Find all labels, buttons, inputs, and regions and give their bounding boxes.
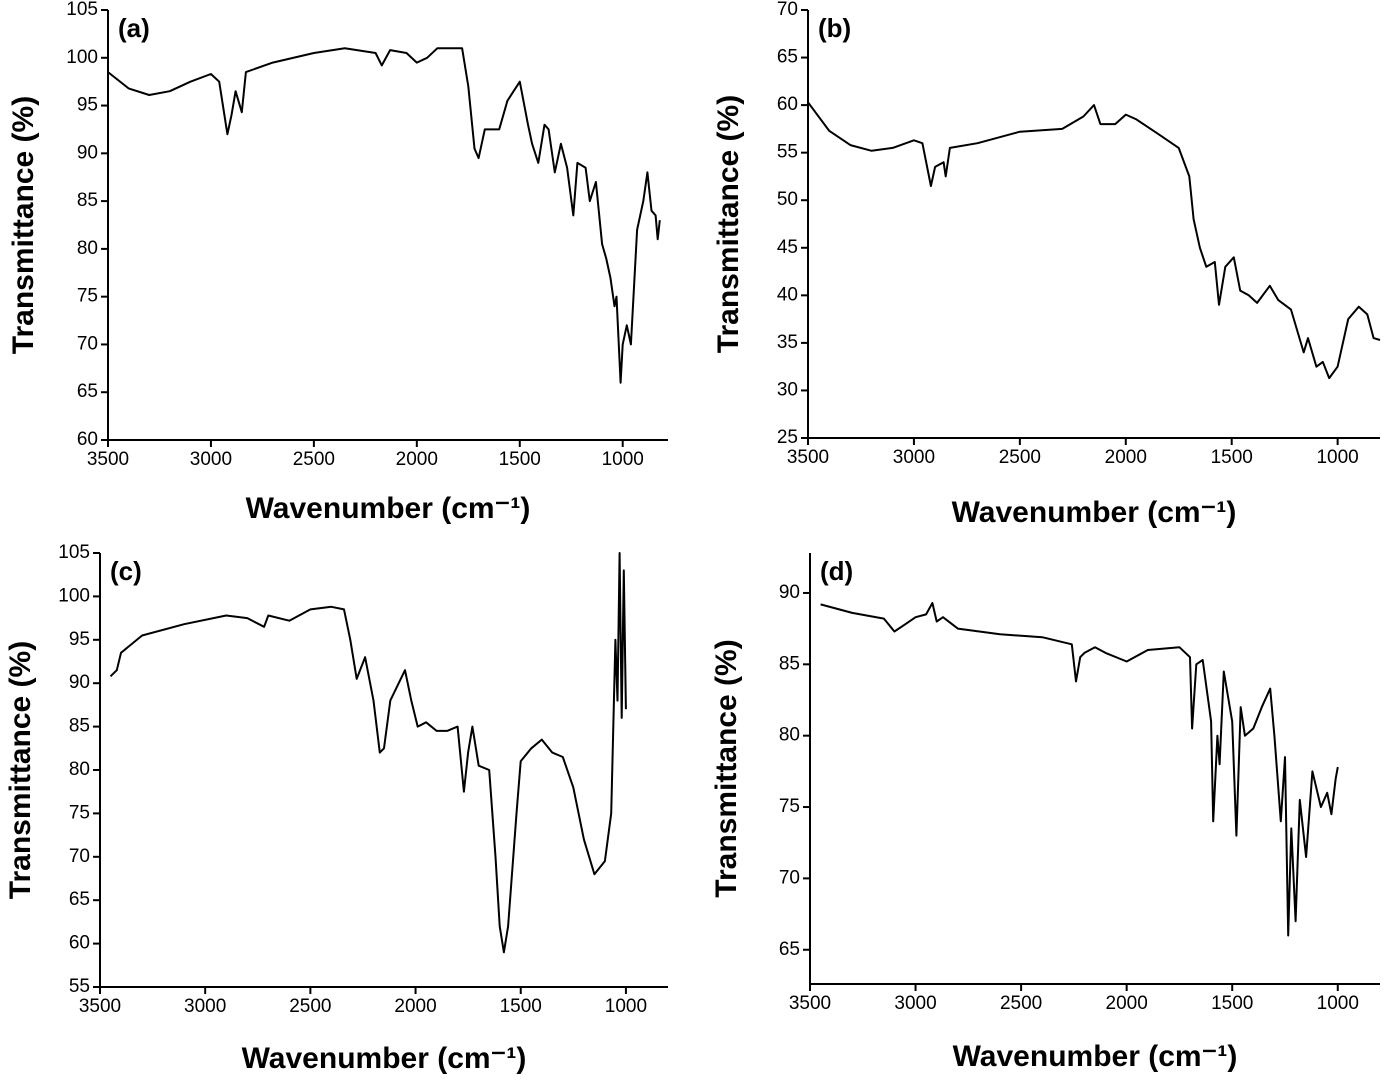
y-tick-label: 40	[777, 284, 798, 305]
y-tick-label: 60	[69, 933, 90, 954]
x-tick-label: 3000	[190, 449, 232, 470]
y-tick-label: 90	[77, 142, 98, 163]
y-tick-label: 35	[777, 332, 798, 353]
y-tick-label: 95	[69, 629, 90, 650]
spectrum-line	[107, 47, 661, 384]
x-tick-label: 1000	[1317, 993, 1359, 1014]
y-tick-label: 80	[77, 238, 98, 259]
panel-label: (c)	[110, 556, 142, 586]
x-axis-label: Wavenumber (cm⁻¹)	[953, 1040, 1238, 1073]
y-tick-label: 85	[69, 716, 90, 737]
x-tick-label: 1000	[1316, 447, 1358, 468]
y-tick-label: 90	[69, 672, 90, 693]
panel-label: (b)	[818, 13, 851, 43]
y-tick-label: 90	[779, 582, 800, 603]
x-tick-label: 2000	[394, 996, 436, 1017]
y-axis-label: Transmittance (%)	[712, 95, 745, 353]
y-tick-label: 85	[77, 190, 98, 211]
x-tick-label: 1000	[602, 449, 644, 470]
panel-label: (a)	[118, 13, 150, 43]
x-tick-label: 2500	[293, 449, 335, 470]
x-tick-label: 1500	[500, 996, 542, 1017]
y-tick-label: 65	[69, 889, 90, 910]
y-tick-label: 50	[777, 189, 798, 210]
spectrum-line	[109, 552, 627, 954]
y-tick-label: 80	[779, 725, 800, 746]
y-axis-label: Transmittance (%)	[710, 639, 743, 897]
x-axis-label: Wavenumber (cm⁻¹)	[242, 1042, 527, 1075]
x-tick-label: 1500	[499, 449, 541, 470]
y-tick-label: 65	[779, 939, 800, 960]
x-tick-label: 3000	[184, 996, 226, 1017]
y-tick-label: 60	[77, 429, 98, 450]
y-tick-label: 85	[779, 653, 800, 674]
x-tick-label: 1500	[1211, 447, 1253, 468]
y-tick-label: 55	[69, 976, 90, 997]
x-tick-label: 2000	[396, 449, 438, 470]
y-tick-label: 105	[58, 542, 90, 563]
x-tick-label: 2500	[999, 447, 1041, 468]
y-tick-label: 75	[69, 802, 90, 823]
x-tick-label: 2000	[1106, 993, 1148, 1014]
y-tick-label: 105	[66, 0, 98, 20]
x-axis-label: Wavenumber (cm⁻¹)	[246, 492, 531, 525]
y-tick-label: 80	[69, 759, 90, 780]
y-tick-label: 70	[777, 0, 798, 20]
y-tick-label: 70	[77, 333, 98, 354]
x-tick-label: 3000	[893, 447, 935, 468]
x-tick-label: 3500	[87, 449, 129, 470]
x-tick-label: 2000	[1105, 447, 1147, 468]
y-tick-label: 30	[777, 379, 798, 400]
panel-label: (d)	[820, 556, 853, 586]
y-tick-label: 65	[777, 47, 798, 68]
y-tick-label: 55	[777, 142, 798, 163]
y-tick-label: 75	[77, 286, 98, 307]
spectrum-line	[820, 602, 1339, 937]
x-tick-label: 3500	[789, 993, 831, 1014]
y-axis-label: Transmittance (%)	[7, 96, 40, 354]
y-tick-label: 70	[779, 867, 800, 888]
x-tick-label: 3500	[787, 447, 829, 468]
x-axis-label: Wavenumber (cm⁻¹)	[952, 496, 1237, 529]
spectrum-line	[807, 101, 1381, 380]
y-tick-label: 75	[779, 796, 800, 817]
x-tick-label: 2500	[289, 996, 331, 1017]
y-tick-label: 60	[777, 94, 798, 115]
y-tick-label: 25	[777, 427, 798, 448]
y-tick-label: 65	[77, 381, 98, 402]
y-tick-label: 100	[66, 47, 98, 68]
x-tick-label: 3500	[79, 996, 121, 1017]
y-tick-label: 100	[58, 585, 90, 606]
x-tick-label: 1000	[605, 996, 647, 1017]
y-tick-label: 70	[69, 846, 90, 867]
y-tick-label: 95	[77, 95, 98, 116]
y-tick-label: 45	[777, 237, 798, 258]
x-tick-label: 1500	[1211, 993, 1253, 1014]
x-tick-label: 2500	[1000, 993, 1042, 1014]
x-tick-label: 3000	[894, 993, 936, 1014]
y-axis-label: Transmittance (%)	[4, 641, 37, 899]
